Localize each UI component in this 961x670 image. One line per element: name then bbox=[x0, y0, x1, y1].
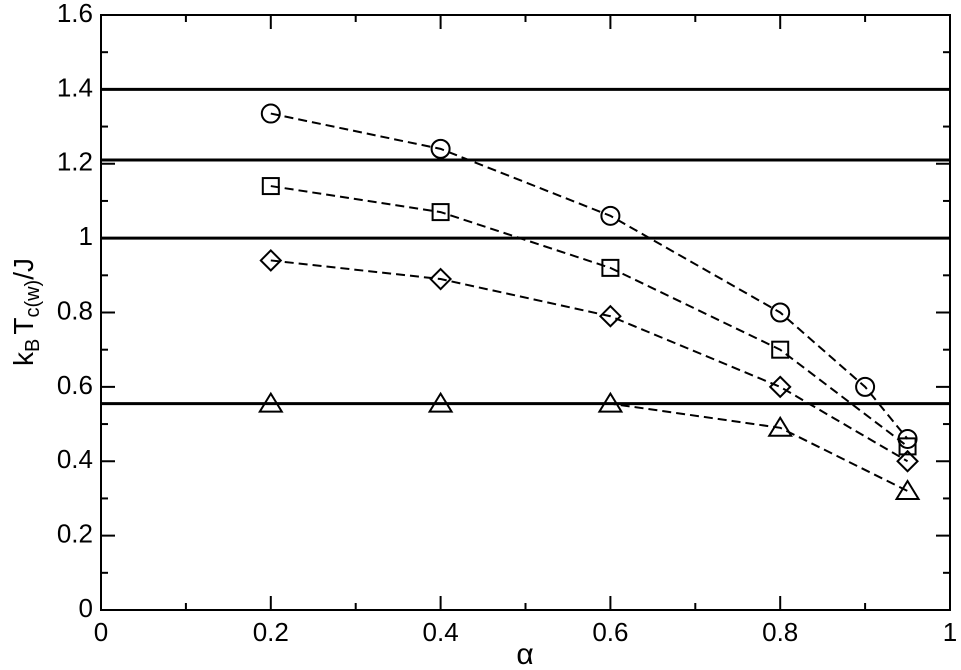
plot-frame bbox=[100, 14, 951, 611]
marker bbox=[894, 479, 921, 500]
y-tick-label: 0.6 bbox=[57, 370, 93, 400]
marker bbox=[260, 103, 281, 124]
marker bbox=[770, 302, 791, 323]
series-line bbox=[270, 185, 909, 448]
y-tick-label: 1.2 bbox=[57, 147, 93, 177]
y-tick-label: 0 bbox=[79, 593, 93, 623]
y-label-part: k bbox=[8, 351, 39, 366]
marker bbox=[898, 437, 917, 456]
marker bbox=[855, 376, 876, 397]
y-tick-label: 1 bbox=[79, 221, 93, 251]
y-tick-label: 0.8 bbox=[57, 295, 93, 325]
x-tick-label: 0 bbox=[94, 617, 108, 647]
y-tick-label: 0.4 bbox=[57, 444, 93, 474]
y-tick-label: 1.6 bbox=[57, 0, 93, 28]
x-tick-label: 0.6 bbox=[592, 617, 628, 647]
x-tick-label: 1 bbox=[943, 617, 957, 647]
marker bbox=[430, 138, 451, 159]
marker bbox=[259, 249, 283, 272]
y-label-part: T bbox=[8, 318, 39, 335]
y-tick-label: 0.2 bbox=[57, 519, 93, 549]
y-label-part: B bbox=[22, 339, 44, 352]
marker bbox=[601, 258, 620, 277]
y-axis-label: kBTc(w)/J bbox=[8, 258, 44, 366]
x-tick-label: 0.4 bbox=[423, 617, 459, 647]
marker bbox=[258, 391, 284, 413]
marker bbox=[600, 205, 621, 226]
marker bbox=[598, 304, 622, 328]
y-label-part: /J bbox=[8, 258, 39, 280]
marker bbox=[768, 375, 792, 399]
x-tick-label: 0.2 bbox=[253, 617, 289, 647]
marker bbox=[429, 267, 453, 291]
x-tick-label: 0.8 bbox=[762, 617, 798, 647]
series-line bbox=[270, 402, 908, 492]
marker bbox=[597, 391, 624, 413]
marker bbox=[261, 177, 280, 196]
x-axis-label: α bbox=[516, 638, 533, 670]
y-tick-label: 1.4 bbox=[57, 72, 93, 102]
marker bbox=[896, 449, 919, 473]
marker bbox=[431, 203, 450, 222]
series-line bbox=[270, 112, 909, 440]
marker bbox=[427, 391, 454, 413]
marker bbox=[771, 340, 790, 359]
y-label-part: c(w) bbox=[22, 280, 44, 318]
marker bbox=[767, 415, 793, 437]
series-line bbox=[270, 259, 909, 463]
